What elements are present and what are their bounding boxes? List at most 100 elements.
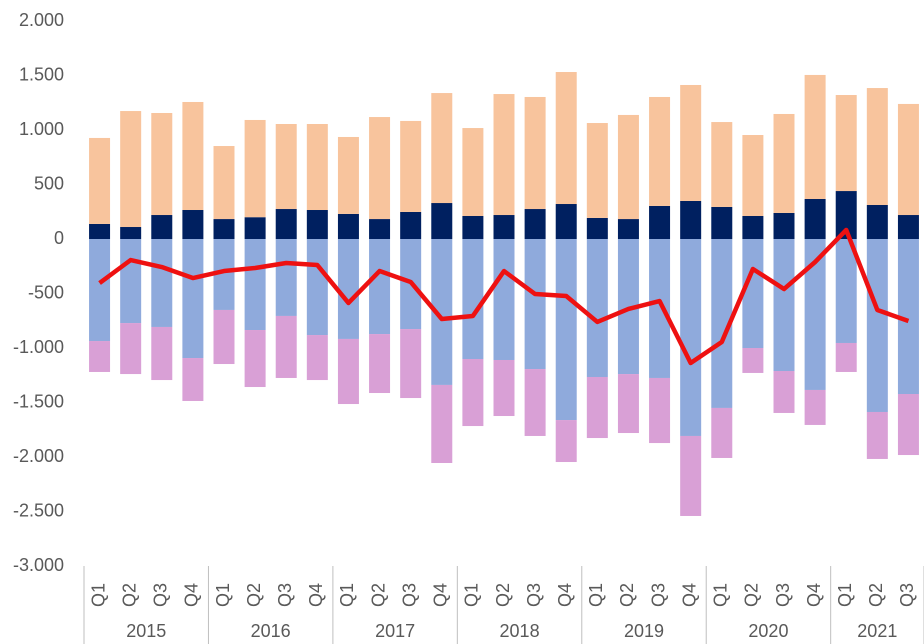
x-tick-label: Q2 <box>742 583 762 607</box>
bar-segment <box>649 239 671 378</box>
bar-segment <box>742 348 764 373</box>
group-label: 2017 <box>375 621 415 641</box>
y-tick-label: 500 <box>34 173 64 193</box>
x-tick-label: Q4 <box>306 583 326 607</box>
bar-segment <box>493 239 515 360</box>
bar-segment <box>742 135 764 217</box>
bar-segment <box>120 239 142 324</box>
x-tick-label: Q1 <box>586 583 606 607</box>
bar-segment <box>120 227 142 239</box>
bar-segment <box>213 239 235 310</box>
bar-segment <box>835 191 857 239</box>
bar-segment <box>400 211 422 239</box>
x-tick-label: Q4 <box>182 583 202 607</box>
bar-segment <box>897 103 919 216</box>
x-tick-label: Q1 <box>835 583 855 607</box>
bar-segment <box>400 120 422 212</box>
bar-segment <box>586 123 608 218</box>
bar-segment <box>89 341 111 372</box>
bar-segment <box>182 101 204 211</box>
bar-segment <box>711 407 733 458</box>
bar-segment <box>555 72 577 205</box>
bar-segment <box>244 239 266 331</box>
x-tick-label: Q1 <box>213 583 233 607</box>
bar-segment <box>742 216 764 239</box>
bar-segment <box>244 217 266 239</box>
bar-segment <box>649 96 671 206</box>
line <box>98 227 910 366</box>
bar-segment <box>275 124 297 210</box>
bar-segment <box>773 370 795 413</box>
bar-segment <box>306 335 328 381</box>
y-tick-label: -2.500 <box>13 500 64 520</box>
x-tick-label: Q3 <box>275 583 295 607</box>
group-label: 2021 <box>857 621 897 641</box>
bar-segment <box>431 203 453 239</box>
bar-segment <box>369 239 391 335</box>
x-tick-label: Q1 <box>88 583 108 607</box>
x-tick-label: Q2 <box>244 583 264 607</box>
x-tick-label: Q1 <box>337 583 357 607</box>
bar-segment <box>524 239 546 370</box>
bar-segment <box>182 239 204 359</box>
y-tick-label: 0 <box>54 228 64 248</box>
bar-segment <box>680 84 702 201</box>
bar-segment <box>400 329 422 399</box>
bar-segment <box>804 198 826 239</box>
bar-segment <box>586 217 608 239</box>
bar-segment <box>89 137 111 224</box>
y-tick-label: 2.000 <box>19 10 64 30</box>
bar-segment <box>555 204 577 239</box>
x-tick-label: Q2 <box>368 583 388 607</box>
bar-segment <box>182 210 204 239</box>
bar-segment <box>244 330 266 388</box>
x-tick-label: Q1 <box>711 583 731 607</box>
bar-segment <box>680 435 702 516</box>
bar-segment <box>369 219 391 239</box>
bar-segment <box>306 239 328 336</box>
bar-segment <box>493 359 515 417</box>
bar-segment <box>586 376 608 439</box>
bar-segment <box>120 323 142 375</box>
bar-segment <box>337 239 359 339</box>
bar-segment <box>275 315 297 378</box>
x-tick-label: Q3 <box>648 583 668 607</box>
x-tick-label: Q4 <box>555 583 575 607</box>
group-label: 2018 <box>500 621 540 641</box>
x-tick-label: Q2 <box>119 583 139 607</box>
bar-segment <box>617 374 639 434</box>
y-tick-label: -1.500 <box>13 391 64 411</box>
bar-segment <box>462 216 484 239</box>
bar-segment <box>742 239 764 348</box>
bar-segment <box>369 334 391 394</box>
bar-segment <box>835 95 857 192</box>
bar-segment <box>680 200 702 239</box>
bar-segment <box>617 239 639 375</box>
bar-segment <box>866 411 888 459</box>
bar-segment <box>617 219 639 239</box>
bar-segment <box>151 239 173 327</box>
bar-segment <box>493 94 515 216</box>
bar-segment <box>369 117 391 220</box>
bar-segment <box>866 88 888 205</box>
bar-segment <box>711 122 733 207</box>
bar-segment <box>524 369 546 436</box>
bar-segment <box>524 96 546 210</box>
bar-segment <box>431 93 453 204</box>
bar-segment <box>306 124 328 211</box>
bar-segment <box>213 219 235 239</box>
bar-segment <box>649 205 671 239</box>
bar-segment <box>151 112 173 216</box>
bar-segment <box>337 136 359 214</box>
bar-segment <box>866 239 888 412</box>
x-tick-label: Q4 <box>804 583 824 607</box>
bar-segment <box>493 215 515 239</box>
group-label: 2019 <box>624 621 664 641</box>
bar-segment <box>524 209 546 239</box>
bar-segment <box>337 213 359 239</box>
bar-segment <box>244 119 266 218</box>
bar-segment <box>213 309 235 365</box>
bar-segment <box>213 146 235 220</box>
